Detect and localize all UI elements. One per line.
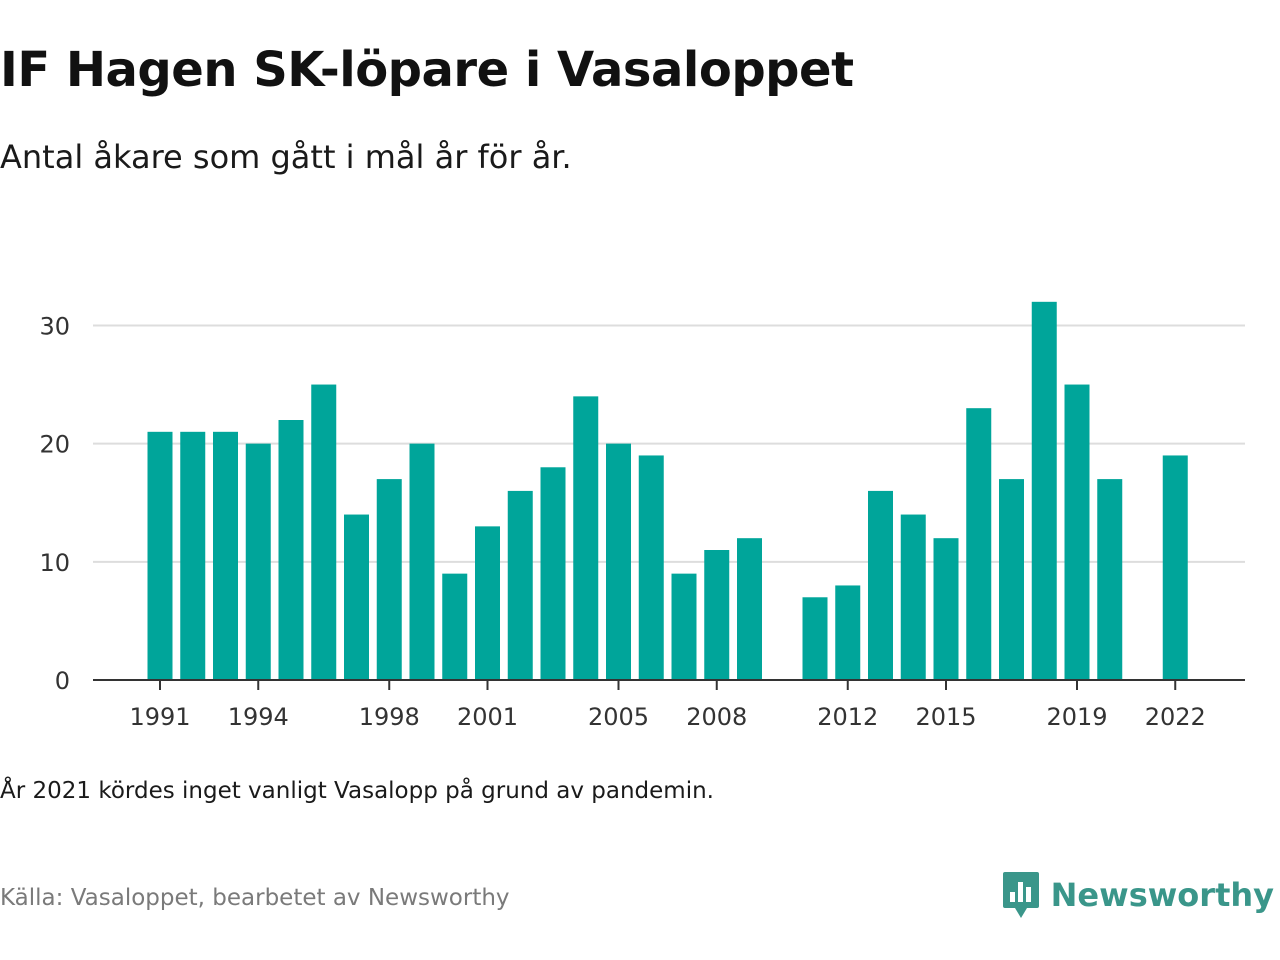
x-tick-label: 1991 (129, 703, 190, 731)
bar (409, 443, 435, 680)
bar (868, 490, 893, 680)
bar (475, 526, 500, 680)
bar (507, 490, 533, 680)
chart-title: IF Hagen SK-löpare i Vasaloppet (0, 42, 854, 98)
bar (999, 479, 1024, 680)
footnote: År 2021 kördes inget vanligt Vasalopp på… (0, 778, 714, 804)
brand-name: Newsworthy (1050, 876, 1274, 914)
bar (802, 597, 828, 680)
y-tick-label: 10 (39, 549, 70, 577)
bar (540, 467, 566, 680)
newsworthy-logo-icon (1002, 872, 1039, 918)
bar (344, 514, 369, 680)
bar (835, 585, 861, 680)
bar (442, 573, 468, 680)
y-tick-label: 0 (55, 667, 70, 695)
bar (278, 420, 304, 680)
source-credit: Källa: Vasaloppet, bearbetet av Newswort… (0, 885, 510, 911)
bar (671, 573, 697, 680)
bar (147, 431, 173, 680)
bar (900, 514, 926, 680)
bar (245, 443, 271, 680)
chart-subtitle: Antal åkare som gått i mål år för år. (0, 138, 572, 176)
x-tick-label: 2015 (915, 703, 976, 731)
x-tick-label: 2001 (457, 703, 518, 731)
bar (606, 443, 631, 680)
bar (1031, 301, 1057, 680)
bar (1162, 455, 1188, 680)
x-tick-label: 2022 (1145, 703, 1206, 731)
bar (966, 408, 992, 680)
bar (573, 396, 599, 680)
bar (1064, 384, 1090, 680)
x-tick-label: 2012 (817, 703, 878, 731)
bar (376, 479, 402, 680)
x-tick-label: 2008 (686, 703, 747, 731)
bar (638, 455, 664, 680)
brand-logo: Newsworthy (1001, 870, 1274, 920)
bar (311, 384, 337, 680)
x-tick-label: 1998 (359, 703, 420, 731)
bar (704, 550, 730, 680)
bar (933, 538, 959, 680)
x-tick-label: 2019 (1046, 703, 1107, 731)
bar (737, 538, 762, 680)
bar (180, 431, 206, 680)
x-tick-label: 1994 (228, 703, 289, 731)
y-tick-label: 30 (39, 312, 70, 340)
bar (213, 431, 238, 680)
y-tick-label: 20 (39, 431, 70, 459)
x-tick-label: 2005 (588, 703, 649, 731)
bar (1097, 479, 1123, 680)
